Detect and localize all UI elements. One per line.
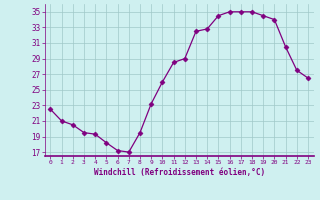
X-axis label: Windchill (Refroidissement éolien,°C): Windchill (Refroidissement éolien,°C) — [94, 168, 265, 177]
